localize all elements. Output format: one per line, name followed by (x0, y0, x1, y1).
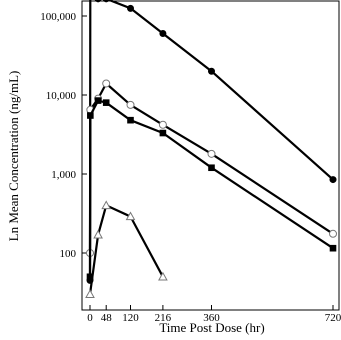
series-4-point (101, 200, 112, 210)
series-1-point (329, 176, 337, 184)
y-tick-label: 1,000 (51, 169, 76, 181)
x-tick-label: 360 (203, 312, 220, 324)
series-1-point (159, 30, 167, 38)
x-tick-label: 216 (155, 312, 172, 324)
y-tick-label: 10,000 (46, 90, 77, 102)
series-2-point (126, 100, 135, 109)
series-1 (86, 0, 337, 284)
series-3-point (94, 97, 102, 104)
series-2-point (329, 229, 337, 238)
series-3 (86, 97, 337, 281)
series-1-point (102, 0, 110, 3)
series-3-point (208, 164, 215, 172)
series-3-point (87, 112, 94, 119)
y-axis-title: Ln Mean Concentration (ng/mL) (6, 71, 21, 242)
series-3-point (159, 129, 167, 137)
series-4 (85, 200, 168, 299)
series-layer (85, 0, 337, 299)
plot-frame (81, 0, 340, 311)
x-tick-label: 0 (87, 312, 93, 324)
y-axis: 100 1,000 10,000 100,000 (40, 11, 87, 260)
series-3-point (102, 99, 110, 106)
x-tick-label: 48 (101, 312, 113, 324)
series-2-point (102, 79, 111, 88)
series-3-line (88, 99, 334, 277)
series-1-point (127, 4, 134, 12)
series-3-point (86, 273, 94, 281)
series-4-point (158, 271, 168, 281)
series-4-point (93, 229, 103, 239)
x-tick-label: 720 (325, 312, 341, 324)
series-2-point (158, 120, 167, 129)
x-tick-label: 120 (122, 312, 139, 324)
series-2-point (207, 149, 216, 158)
series-1-point (208, 67, 215, 75)
x-axis-title: Time Post Dose (hr) (159, 320, 264, 335)
series-3-point (127, 116, 134, 124)
series-4-point (125, 211, 136, 221)
series-1-line (88, 0, 334, 281)
y-tick-label: 100 (60, 248, 77, 260)
x-axis: 0 48 120 216 360 720 (87, 305, 341, 324)
series-1-point (94, 0, 102, 3)
y-tick-label: 100,000 (40, 11, 76, 23)
series-3-point (329, 244, 337, 252)
series-4-point (85, 289, 95, 299)
